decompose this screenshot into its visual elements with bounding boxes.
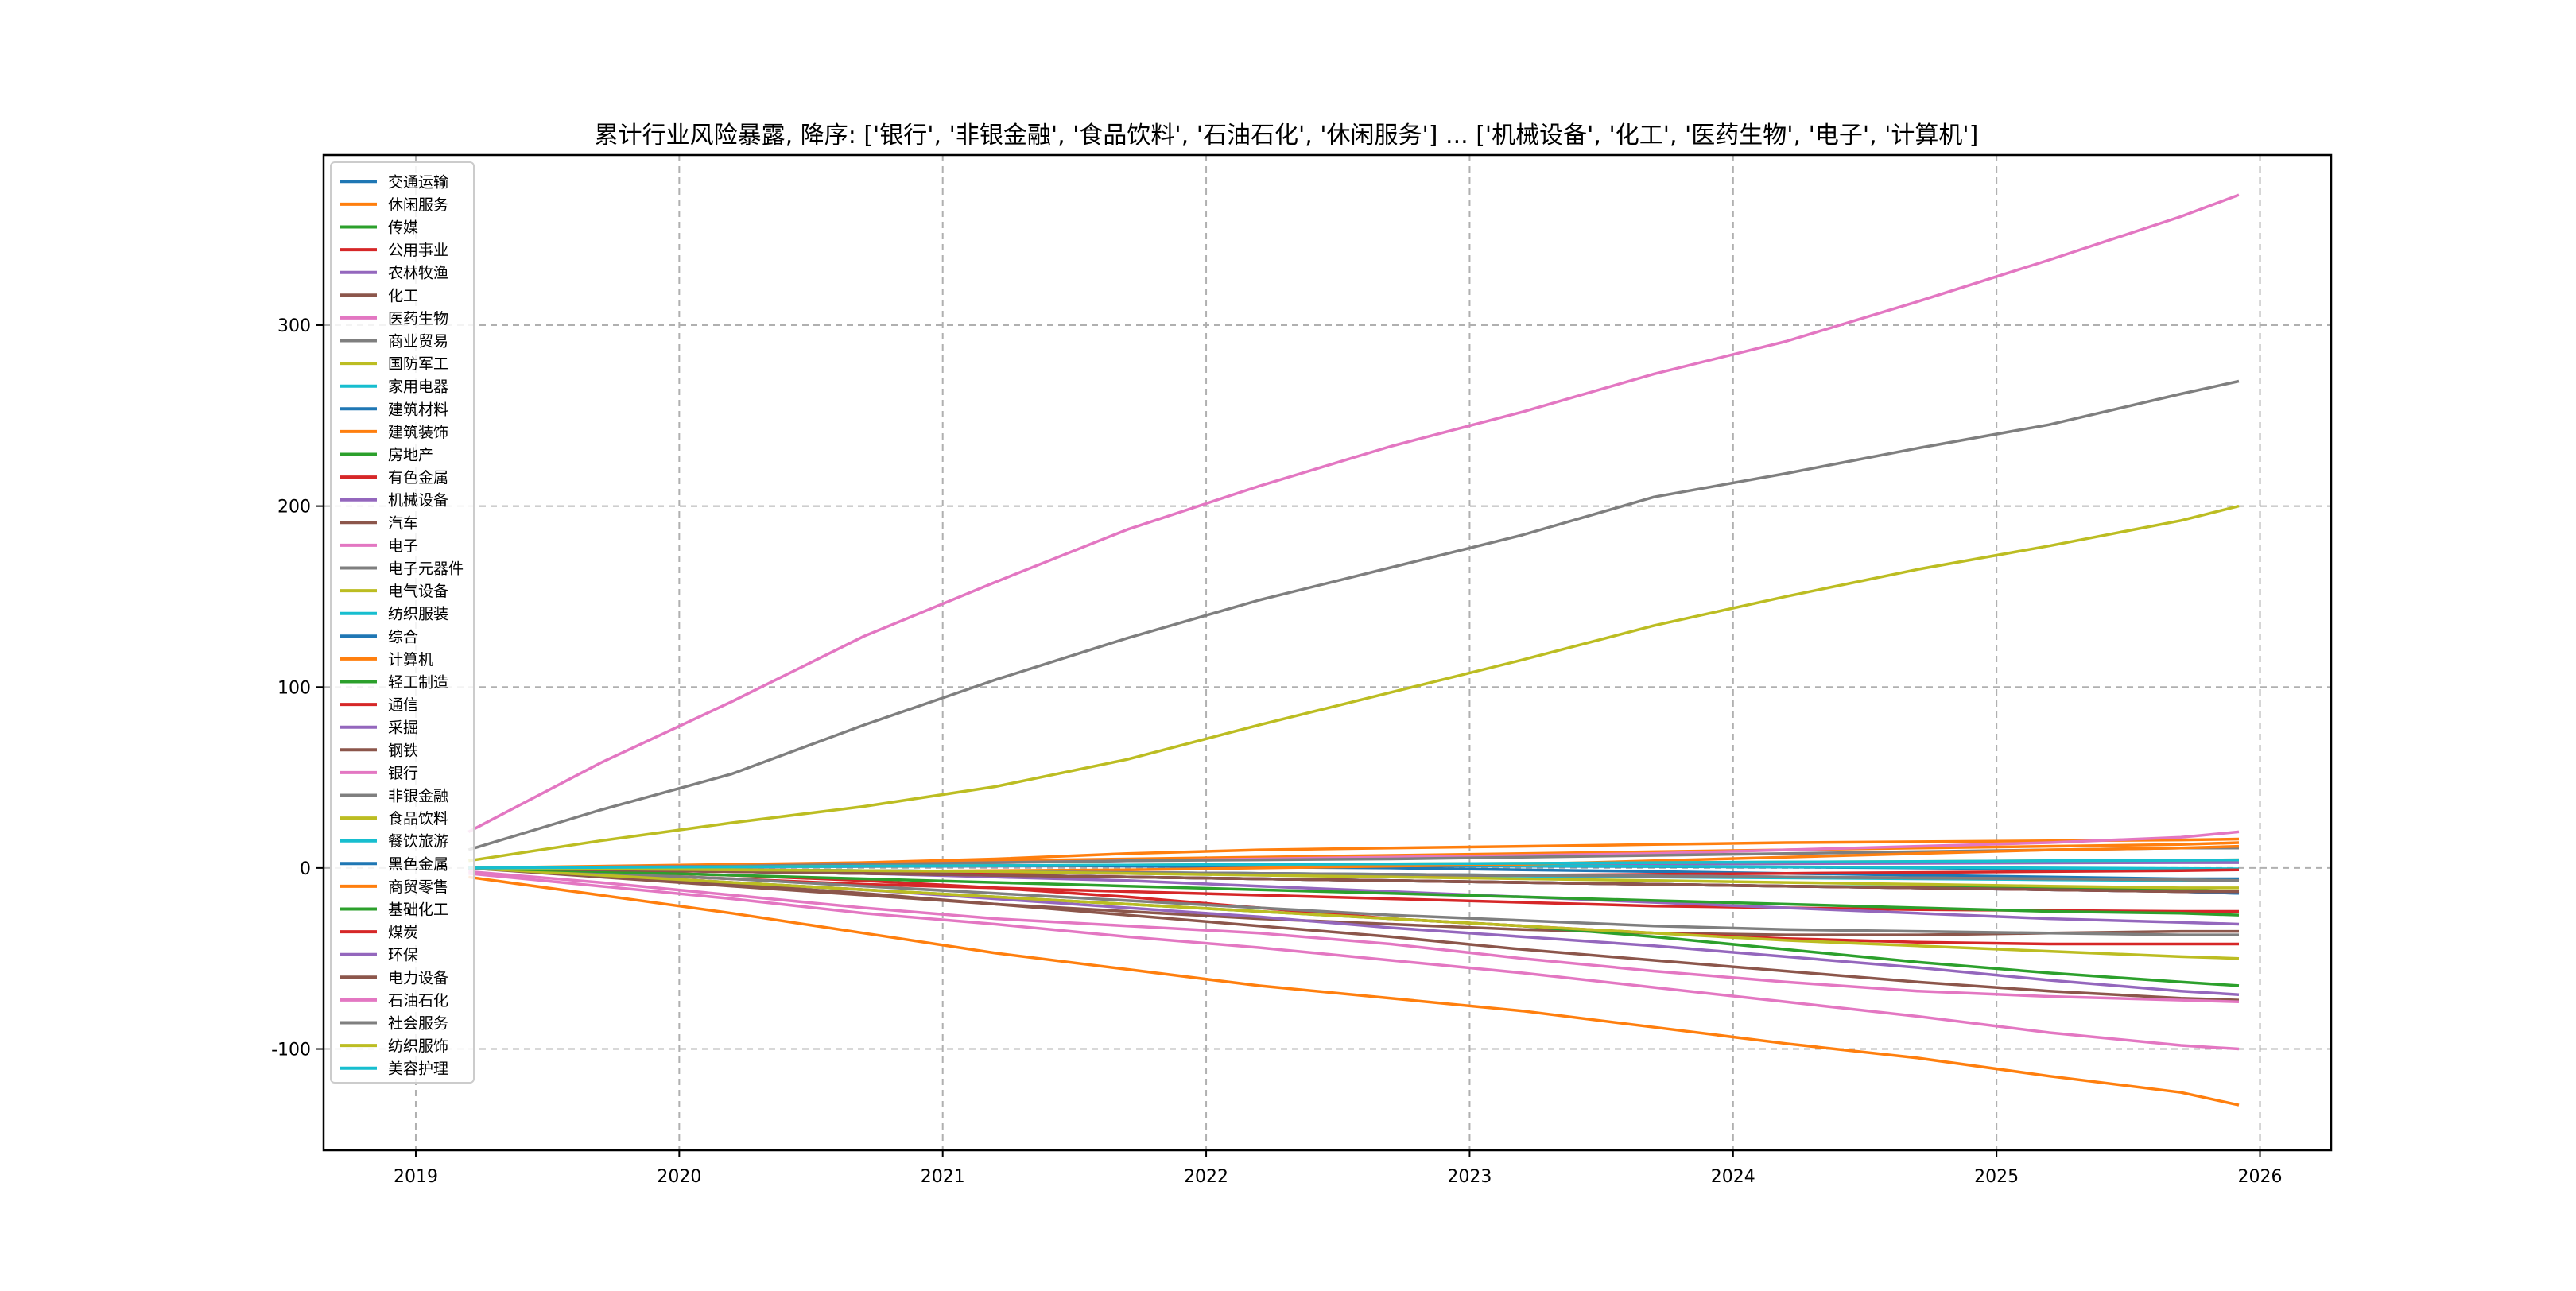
legend-label-社会服务: 社会服务: [388, 1015, 448, 1033]
series-line-基础化工: [468, 866, 2240, 917]
y-tick-label: 100: [277, 678, 311, 698]
legend-label-煤炭: 煤炭: [388, 924, 418, 941]
legend-label-公用事业: 公用事业: [388, 242, 448, 259]
legend-label-轻工制造: 轻工制造: [388, 674, 448, 692]
legend-label-家用电器: 家用电器: [388, 378, 448, 396]
series-line-计算机: [468, 841, 2240, 870]
series-line-汽车: [468, 866, 2240, 1002]
chart-title: 累计行业风险暴露, 降序: ['银行', '非银金融', '食品饮料', '石油…: [595, 122, 1979, 149]
y-tick-label: -100: [271, 1041, 311, 1060]
series-line-石油石化: [468, 870, 2240, 1004]
legend-label-非银金融: 非银金融: [388, 788, 448, 805]
x-tick-label: 2021: [921, 1167, 965, 1187]
x-tick-label: 2020: [657, 1167, 701, 1187]
legend-label-电子: 电子: [388, 537, 418, 555]
series-line-建筑装饰: [468, 875, 2240, 1107]
legend-label-石油石化: 石油石化: [388, 992, 448, 1010]
y-tick-label: 0: [300, 859, 311, 879]
legend-label-通信: 通信: [388, 696, 418, 714]
legend-label-建筑装饰: 建筑装饰: [388, 424, 448, 441]
y-tick-label: 200: [277, 498, 311, 518]
legend-label-农林牧渔: 农林牧渔: [388, 265, 448, 282]
legend-label-采掘: 采掘: [388, 719, 418, 737]
series-line-电力设备: [468, 866, 2239, 894]
legend-label-餐饮旅游: 餐饮旅游: [388, 833, 448, 851]
x-tick-label: 2024: [1711, 1167, 1755, 1187]
legend-label-黑色金属: 黑色金属: [388, 855, 448, 873]
plot-frame: [322, 153, 2333, 1152]
legend-label-计算机: 计算机: [388, 651, 433, 669]
legend-label-纺织服饰: 纺织服饰: [388, 1037, 448, 1055]
legend-box: [330, 161, 475, 1084]
legend-label-建筑材料: 建筑材料: [388, 401, 448, 418]
x-tick-label: 2019: [394, 1167, 438, 1187]
legend-label-商业贸易: 商业贸易: [388, 333, 448, 351]
series-line-国防军工: [468, 504, 2240, 863]
legend-label-商贸零售: 商贸零售: [388, 878, 448, 896]
legend-label-交通运输: 交通运输: [388, 173, 448, 191]
x-tick-label: 2023: [1447, 1167, 1492, 1187]
legend-label-电力设备: 电力设备: [388, 969, 448, 987]
legend-label-美容护理: 美容护理: [388, 1060, 448, 1078]
legend-label-房地产: 房地产: [388, 447, 433, 464]
legend-label-电子元器件: 电子元器件: [388, 560, 464, 578]
series-line-电子元器件: [468, 866, 2239, 936]
series-line-电气设备: [468, 866, 2240, 960]
legend-label-汽车: 汽车: [388, 514, 418, 532]
legend-label-环保: 环保: [388, 947, 418, 964]
legend-label-电气设备: 电气设备: [388, 583, 448, 600]
series-line-纺织服饰: [468, 866, 2239, 890]
legend-label-机械设备: 机械设备: [388, 492, 448, 510]
series-line-商业贸易: [467, 379, 2240, 851]
legend-label-钢铁: 钢铁: [388, 742, 418, 759]
series-line-医药生物: [467, 193, 2240, 833]
legend-label-传媒: 传媒: [388, 219, 418, 237]
legend-label-综合: 综合: [388, 628, 418, 646]
legend: 交通运输休闲服务传媒公用事业农林牧渔化工医药生物商业贸易国防军工家用电器建筑材料…: [330, 161, 475, 1084]
legend-label-医药生物: 医药生物: [388, 310, 448, 328]
legend-label-纺织服装: 纺织服装: [388, 606, 448, 623]
x-tick-label: 2025: [1974, 1167, 2019, 1187]
legend-label-有色金属: 有色金属: [388, 469, 448, 487]
legend-label-食品饮料: 食品饮料: [388, 810, 448, 828]
legend-label-化工: 化工: [388, 287, 418, 304]
legend-label-银行: 银行: [388, 765, 418, 782]
y-tick-label: 300: [277, 316, 311, 336]
x-tick-label: 2026: [2238, 1167, 2283, 1187]
legend-label-基础化工: 基础化工: [388, 901, 448, 919]
series-line-电子: [468, 871, 2240, 1051]
legend-label-国防军工: 国防军工: [388, 355, 448, 373]
data-series: [467, 193, 2240, 1107]
axis-ticks: 2019 2020 2021 2022 2023 2024 2025 2026 -100 0 100…: [271, 316, 2282, 1187]
series-line-美容护理: [468, 858, 2240, 870]
x-tick-label: 2022: [1184, 1167, 1228, 1187]
legend-label-休闲服务: 休闲服务: [388, 196, 448, 214]
